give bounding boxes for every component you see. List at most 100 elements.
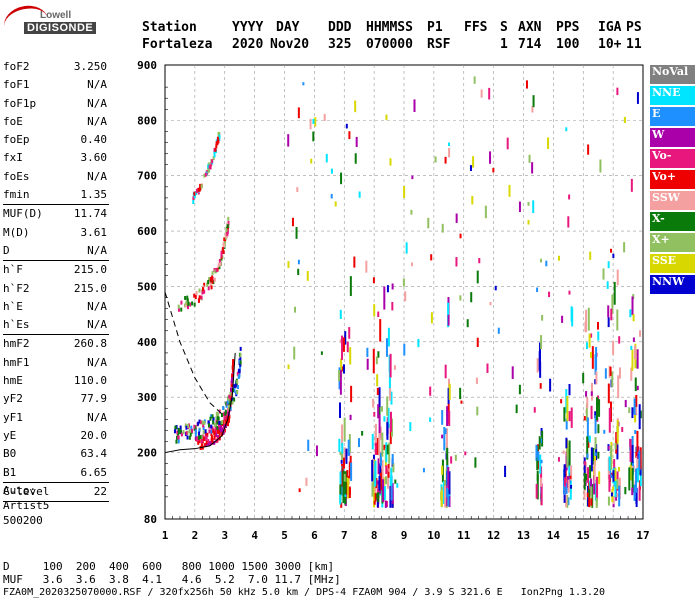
noise-stripe [378, 475, 381, 491]
header-label-3: DDD [328, 20, 352, 35]
x-mode-echo [179, 429, 182, 434]
noise-stripe [377, 311, 380, 317]
multi-hop-echo [209, 283, 212, 288]
noise-stripe [340, 358, 343, 377]
noise-stripe [587, 489, 590, 498]
legend-noval-entry: NoVal [650, 65, 695, 84]
x-mode-echo [202, 425, 205, 430]
o-mode-echo [205, 440, 208, 445]
noise-stripe [586, 436, 589, 460]
noise-stripe [570, 407, 573, 428]
multi-hop-echo [193, 302, 196, 307]
noise-dot [459, 295, 462, 301]
param-value: 22 [93, 484, 107, 498]
y-tick-label: 900 [137, 59, 157, 72]
legend-nnw-entry: NNW [650, 275, 695, 294]
noise-stripe [565, 482, 568, 494]
noise-stripe [630, 452, 633, 468]
noise-stripe [597, 331, 600, 341]
noise-stripe [386, 396, 389, 416]
x-mode-echo [239, 364, 242, 369]
param-name: foF1 [3, 78, 30, 92]
noise-dot [441, 223, 444, 233]
x-mode-echo [191, 428, 194, 433]
x-mode-echo [228, 394, 231, 399]
param-row: M(D) 3.61 [3, 224, 109, 242]
param-value: 63.4 [80, 447, 108, 461]
x-mode-echo [229, 406, 232, 411]
noise-dot [402, 278, 405, 287]
noise-stripe [540, 477, 543, 487]
noise-stripe [598, 399, 601, 417]
noise-dot [602, 268, 605, 280]
noise-dot [474, 457, 477, 468]
noise-stripe [441, 434, 444, 439]
noise-stripe [568, 411, 571, 422]
noise-stripe [540, 438, 543, 444]
noise-stripe [390, 475, 393, 501]
noise-stripe [339, 370, 342, 395]
scaled-parameters-panel: foF2 3.250 foF1 N/A foF1p N/A foE N/A foEp 0.40 fx… [3, 58, 109, 503]
multi-hop-echo [224, 233, 227, 238]
noise-stripe [588, 333, 591, 348]
noise-dot [561, 315, 564, 323]
header-value-2: Nov20 [270, 37, 310, 52]
noise-stripe [634, 345, 637, 360]
param-name: B1 [3, 465, 17, 479]
multi-hop-echo [201, 287, 204, 292]
second-hop-echo [214, 147, 217, 152]
noise-dot [597, 424, 600, 434]
noise-dot [585, 391, 588, 397]
noise-stripe [618, 485, 621, 507]
o-mode-echo [203, 437, 206, 442]
noise-stripe [614, 480, 617, 498]
noise-stripe [349, 347, 352, 365]
multi-hop-echo [226, 231, 229, 236]
o-mode-echo [230, 387, 233, 392]
noise-stripe [344, 471, 347, 495]
noise-stripe [631, 444, 634, 463]
param-value: N/A [87, 355, 107, 369]
y-tick-label: 700 [137, 170, 157, 183]
o-mode-echo [210, 432, 213, 437]
noise-stripe [638, 450, 641, 471]
noise-stripe [339, 339, 342, 344]
noise-dot [314, 117, 317, 127]
noise-dot [476, 406, 479, 416]
x-mode-echo [188, 429, 191, 434]
noise-stripe [379, 452, 382, 466]
polarization-legend: NoVal NNE E W Vo- Vo+ SSW X- X+ SSE NNW [650, 65, 695, 296]
noise-dot [410, 209, 413, 215]
noise-stripe [585, 342, 588, 350]
noise-dot [609, 366, 612, 376]
noise-stripe [444, 428, 447, 435]
noise-dot [547, 137, 550, 149]
multi-hop-echo [227, 221, 230, 226]
noise-stripe [371, 459, 374, 482]
o-mode-echo [231, 373, 234, 378]
x-mode-echo [211, 414, 214, 419]
x-tick-label: 12 [487, 529, 500, 542]
x-mode-echo [228, 406, 231, 411]
param-name: MUF(D) [3, 207, 43, 221]
noise-stripe [385, 501, 388, 508]
logo-line1: Lowell [40, 10, 72, 21]
noise-stripe [339, 494, 342, 505]
noise-dot [354, 100, 357, 113]
param-name: C-level [3, 484, 50, 498]
noise-stripe [569, 479, 572, 500]
x-mode-echo [239, 352, 242, 357]
x-mode-echo [233, 388, 236, 393]
x-mode-echo [237, 375, 240, 380]
header-value-9: 10+ [598, 37, 622, 52]
noise-stripe [346, 341, 349, 353]
noise-stripe [377, 351, 380, 358]
param-name: yF1 [3, 410, 23, 424]
param-row: foF1 N/A [3, 76, 109, 94]
x-mode-echo [177, 439, 180, 444]
noise-dot [623, 242, 626, 253]
x-mode-echo [215, 411, 218, 416]
param-row: foE N/A [3, 113, 109, 131]
noise-dot [536, 287, 539, 293]
noise-stripe [597, 321, 600, 330]
